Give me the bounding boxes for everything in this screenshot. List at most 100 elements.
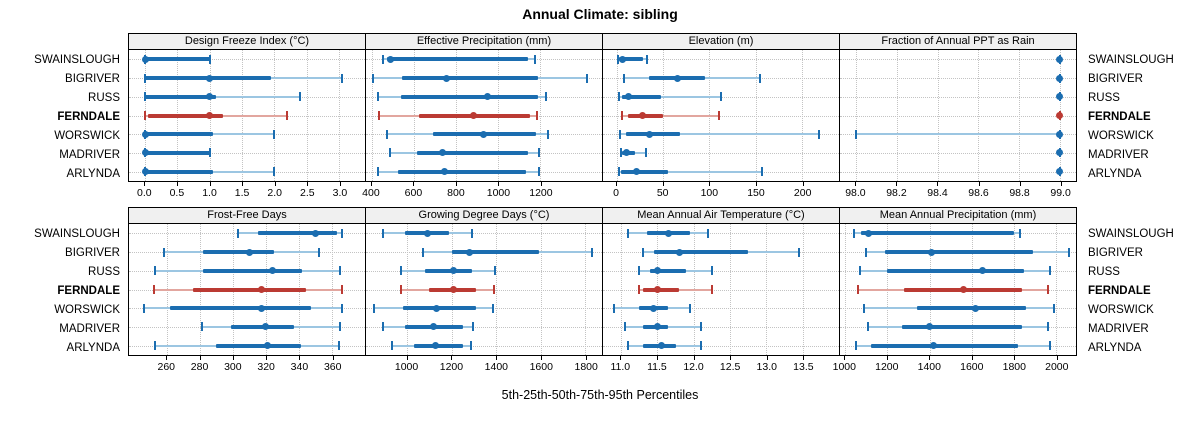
- whisker-cap: [623, 73, 626, 83]
- axis-tick-label: 1000: [486, 187, 511, 199]
- median-dot: [653, 323, 661, 331]
- median-dot: [311, 229, 319, 237]
- panel-elevation-m-: Elevation (m) 0 50 100 150 200: [602, 33, 840, 202]
- interquartile-bar: [916, 306, 1027, 311]
- horizontal-gridline: [840, 96, 1076, 98]
- whisker-cap: [759, 73, 762, 83]
- interquartile-bar: [257, 231, 337, 236]
- whisker-cap: [1046, 285, 1049, 294]
- horizontal-gridline: [366, 345, 602, 347]
- panel-design-freeze-index-c-: Design Freeze Index (°C) 0.0 0.5 1.0 1.5 2.0 2…: [128, 33, 366, 202]
- whisker-cap: [707, 228, 710, 238]
- median-dot: [141, 130, 149, 138]
- horizontal-gridline: [840, 115, 1076, 117]
- percentile-whisker: [621, 114, 719, 117]
- interquartile-bar: [170, 306, 311, 311]
- whisker-cap: [619, 148, 622, 158]
- panel-header: Fraction of Annual PPT as Rain: [839, 33, 1077, 50]
- axis-tick: [1060, 182, 1062, 186]
- whisker-cap: [491, 303, 494, 313]
- whisker-cap: [1052, 303, 1055, 313]
- whisker-cap: [627, 341, 630, 351]
- interquartile-bar: [145, 169, 214, 174]
- axis-tick: [332, 356, 334, 360]
- interquartile-bar: [870, 343, 1019, 348]
- axis-tick-label: 0.0: [136, 187, 152, 199]
- median-dot: [387, 55, 395, 63]
- axis-tick-label: 3.0: [332, 187, 348, 199]
- whisker-cap: [1048, 266, 1051, 276]
- median-dot: [1056, 74, 1064, 82]
- interquartile-bar: [145, 57, 210, 62]
- whisker-cap: [208, 54, 211, 64]
- whisker-cap: [371, 73, 374, 83]
- site-labels-right: SWAINSLOUGH BIGRIVER RUSS FERNDALE WORSWICK M…: [1088, 50, 1200, 183]
- whisker-cap: [618, 129, 621, 139]
- median-dot: [450, 267, 458, 275]
- chart-title: Annual Climate: sibling: [522, 6, 678, 22]
- whisker-cap: [855, 129, 858, 139]
- panel-growing-degree-days-c-: Growing Degree Days (°C) 1000 1200 1400 1600…: [365, 207, 603, 376]
- whisker-cap: [710, 285, 713, 294]
- axis-tick: [896, 182, 898, 186]
- whisker-cap: [538, 167, 541, 177]
- horizontal-gridline: [840, 78, 1076, 80]
- whisker-cap: [546, 129, 549, 139]
- panel-header: Effective Precipitation (mm): [365, 33, 603, 50]
- panel-header: Mean Annual Air Temperature (°C): [602, 207, 840, 224]
- whisker-cap: [1048, 341, 1051, 351]
- site-label-russ: RUSS: [1088, 265, 1120, 278]
- axis-tick-label: 50: [656, 187, 669, 199]
- axis-tick: [616, 182, 617, 186]
- site-label-madriver: MADRIVER: [59, 322, 120, 335]
- whisker-cap: [377, 167, 380, 177]
- median-dot: [864, 229, 872, 237]
- axis-tick: [496, 356, 498, 360]
- axis-tick-label: 360: [323, 361, 342, 373]
- whisker-cap: [700, 341, 703, 351]
- panel-axis: 1000 1200 1400 1600 1800: [365, 356, 603, 376]
- horizontal-gridline: [366, 233, 602, 235]
- median-dot: [1056, 93, 1064, 101]
- panel-frost-free-days: Frost-Free Days 260 280 300 320 340 360: [128, 207, 366, 376]
- horizontal-gridline: [603, 115, 839, 117]
- axis-tick-label: 300: [224, 361, 242, 373]
- interquartile-bar: [216, 343, 301, 348]
- site-label-russ: RUSS: [88, 91, 120, 104]
- interquartile-bar: [650, 268, 687, 273]
- axis-tick: [662, 182, 664, 186]
- whisker-cap: [616, 54, 619, 64]
- site-label-madriver: MADRIVER: [1088, 148, 1149, 161]
- median-dot: [653, 286, 661, 293]
- whisker-cap: [720, 92, 723, 102]
- percentile-whisker: [145, 95, 301, 98]
- median-dot: [972, 304, 980, 312]
- axis-tick-label: 2000: [1045, 361, 1069, 373]
- median-dot: [430, 323, 438, 331]
- whisker-cap: [142, 303, 145, 313]
- median-dot: [622, 149, 630, 157]
- whisker-cap: [382, 54, 385, 64]
- whisker-cap: [337, 341, 340, 351]
- axis-tick-label: 11.5: [647, 361, 667, 373]
- interquartile-bar: [145, 132, 214, 137]
- axis-tick: [620, 356, 622, 360]
- axis-tick-label: 600: [404, 187, 423, 199]
- site-label-ferndale: FERNDALE: [57, 284, 120, 297]
- panel-plot: [602, 50, 840, 182]
- axis-tick: [242, 182, 244, 186]
- axis-tick: [232, 356, 234, 360]
- panel-header: Elevation (m): [602, 33, 840, 50]
- axis-tick-label: 2.5: [300, 187, 315, 199]
- whisker-cap: [817, 129, 820, 139]
- median-dot: [141, 55, 149, 63]
- axis-tick-label: 100: [700, 187, 719, 199]
- median-dot: [257, 286, 265, 293]
- whisker-cap: [717, 111, 720, 120]
- median-dot: [423, 229, 431, 237]
- whisker-cap: [638, 285, 641, 294]
- panel-plot: [128, 224, 366, 356]
- axis-tick-label: 1000: [394, 361, 419, 373]
- site-labels-left: SWAINSLOUGH BIGRIVER RUSS FERNDALE WORSWICK M…: [0, 224, 120, 357]
- median-dot: [450, 286, 458, 293]
